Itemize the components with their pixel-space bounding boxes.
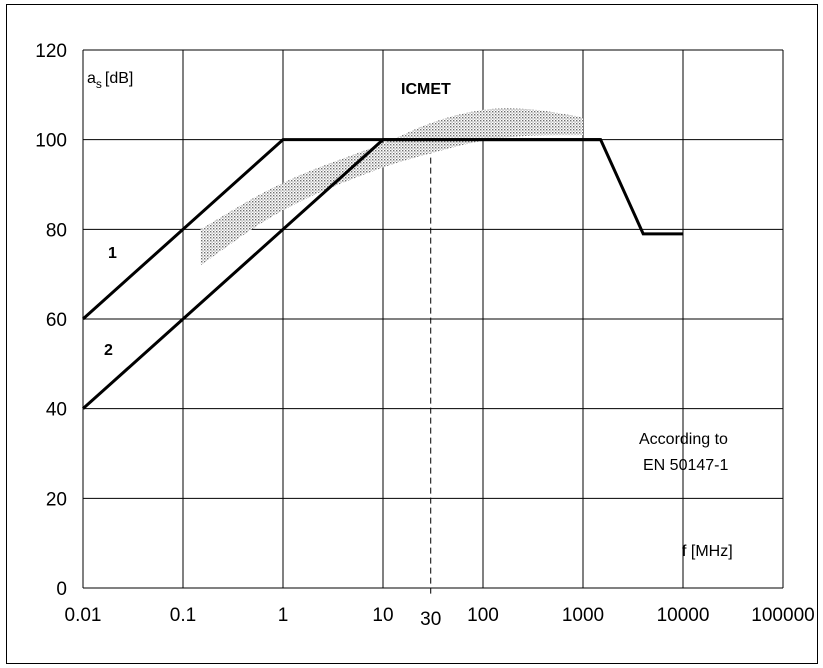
labels: as [dB] f [MHz] 1 2 ICMET According to EN… — [87, 70, 733, 560]
icmet-band-group — [200, 108, 583, 266]
y-tick-label: 80 — [46, 220, 67, 241]
x-tick-label: 0.01 — [65, 605, 102, 626]
marker-30-label: 30 — [420, 609, 441, 630]
icmet-label: ICMET — [401, 81, 451, 98]
y-tick-label: 20 — [46, 489, 67, 510]
icmet-band — [200, 108, 583, 266]
x-tick-label: 0.1 — [170, 605, 196, 626]
x-axis-label: f [MHz] — [682, 543, 733, 560]
note-line-1: According to — [639, 431, 728, 448]
axes: 0 20 40 60 80 100 120 0.01 0.1 1 10 100 1000 10000 100… — [35, 41, 814, 630]
x-tick-label: 100000 — [751, 605, 814, 626]
x-tick-label: 1 — [278, 605, 289, 626]
note-line-2: EN 50147-1 — [643, 457, 728, 474]
x-tick-label: 1000 — [562, 605, 604, 626]
x-tick-label: 100 — [467, 605, 499, 626]
y-tick-label: 60 — [46, 310, 67, 331]
y-tick-label: 120 — [35, 41, 67, 62]
x-tick-label: 10 — [372, 605, 393, 626]
series-1-label: 1 — [108, 245, 117, 262]
x-tick-label: 10000 — [657, 605, 710, 626]
series-2-line — [81, 138, 601, 410]
y-tick-label: 0 — [56, 579, 67, 600]
y-axis-label: as [dB] — [87, 70, 133, 91]
series-lines — [81, 138, 683, 410]
y-tick-label: 40 — [46, 400, 67, 421]
series-2-label: 2 — [104, 342, 113, 359]
chart-frame — [6, 4, 818, 664]
y-tick-label: 100 — [35, 131, 67, 152]
